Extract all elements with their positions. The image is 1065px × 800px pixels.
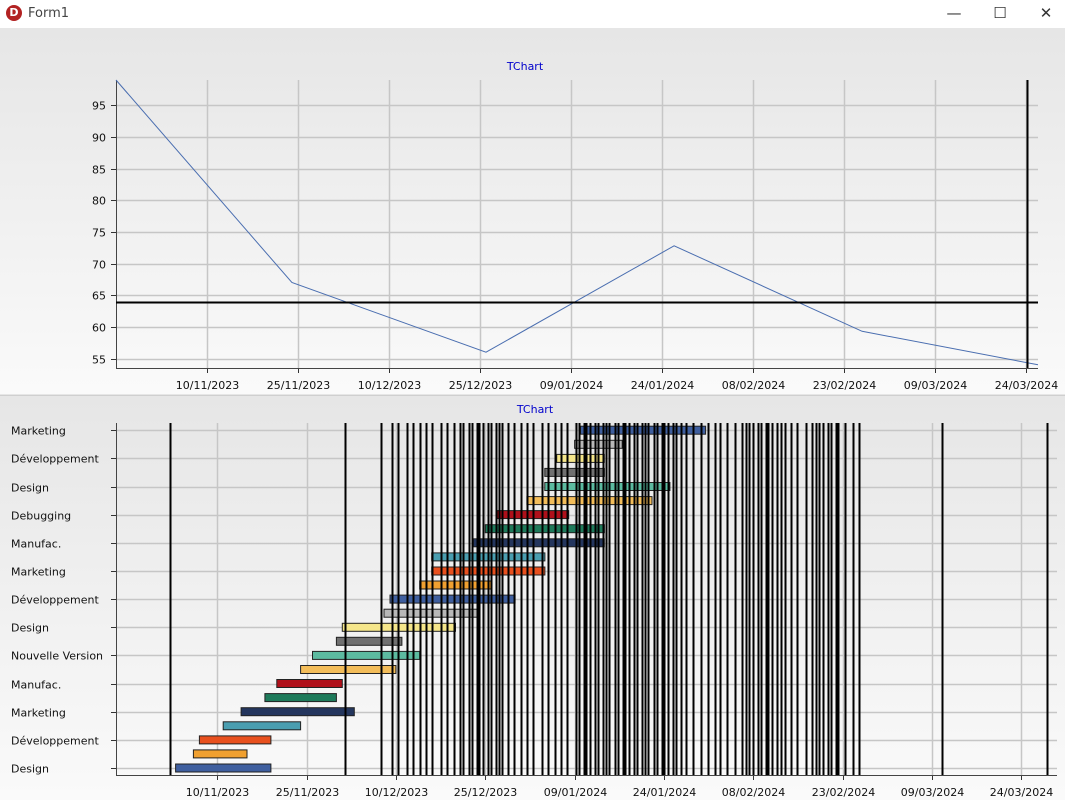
gantt-chart-axes: [111, 423, 1057, 780]
gantt-bar-7: [300, 665, 397, 674]
gantt-chart-ylabel-0: Design: [11, 763, 49, 776]
gantt-bar-0: [175, 763, 272, 773]
line-chart-ytick-label-6: 85: [92, 164, 106, 177]
line-chart-xtick-label-3: 25/12/2023: [449, 379, 512, 392]
line-chart-y-ticks: 55 60 65 70 75 80 85 90 95: [92, 100, 106, 367]
gantt-chart-ylabel-12: Marketing: [11, 425, 66, 438]
gantt-bar-5: [264, 693, 337, 703]
gantt-chart-xtick-label-8: 09/03/2024: [901, 786, 964, 799]
window-title: Form1: [28, 6, 70, 21]
gantt-chart-xtick-label-6: 08/02/2024: [722, 786, 785, 799]
gantt-bar-8: [312, 650, 421, 660]
window-titlebar: D Form1 — ☐ ✕: [0, 0, 1065, 28]
gantt-chart-ylabel-2: Marketing: [11, 707, 66, 720]
gantt-chart-ylabel-3: Manufac.: [11, 679, 61, 692]
line-chart-crosshair: [116, 80, 1038, 368]
gantt-chart-xtick-label-3: 25/12/2023: [454, 786, 517, 799]
line-chart-ytick-label-0: 55: [92, 354, 106, 367]
gantt-chart-ylabel-4: Nouvelle Version: [11, 650, 103, 663]
line-chart-ytick-label-7: 90: [92, 132, 106, 145]
line-chart-ytick-label-4: 75: [92, 227, 106, 240]
line-chart-xtick-label-7: 23/02/2024: [813, 379, 876, 392]
gantt-bar-9: [335, 636, 403, 646]
line-chart[interactable]: TChart 55 60 65 70 75 80 85 90 95 10/11/2023 25/1…: [0, 28, 1065, 394]
gantt-chart-ylabel-5: Design: [11, 622, 49, 635]
line-chart-series: [115, 79, 1039, 366]
gantt-chart-cursor-lines: [169, 423, 1049, 775]
gantt-chart-ylabel-10: Design: [11, 482, 49, 495]
gantt-bar-6: [276, 679, 343, 688]
line-chart-title: TChart: [506, 60, 544, 73]
gantt-bar-19: [526, 496, 653, 506]
line-chart-grid: [116, 80, 1038, 368]
gantt-bar-4: [240, 707, 355, 717]
gantt-chart-xtick-label-9: 24/03/2024: [990, 786, 1053, 799]
gantt-chart-xtick-label-7: 23/02/2024: [812, 786, 875, 799]
line-chart-xtick-label-0: 10/11/2023: [176, 379, 239, 392]
gantt-bar-3: [222, 721, 302, 731]
gantt-chart[interactable]: TChart Design Développement Marketing Manuf…: [0, 394, 1065, 800]
line-chart-xtick-label-5: 24/01/2024: [631, 379, 694, 392]
line-chart-xtick-label-2: 10/12/2023: [358, 379, 421, 392]
gantt-chart-ylabel-11: Développement: [11, 453, 99, 466]
gantt-bar-2: [198, 735, 272, 745]
gantt-bar-1: [192, 749, 248, 759]
line-chart-ytick-label-1: 60: [92, 322, 106, 335]
gantt-chart-ylabel-6: Développement: [11, 594, 99, 607]
line-chart-xtick-label-6: 08/02/2024: [722, 379, 785, 392]
line-chart-ytick-label-2: 65: [92, 290, 106, 303]
gantt-chart-ylabel-1: Développement: [11, 735, 99, 748]
minimize-icon[interactable]: —: [946, 4, 962, 22]
line-chart-xtick-label-9: 24/03/2024: [995, 379, 1058, 392]
line-chart-background: [0, 28, 1065, 394]
line-chart-xtick-label-1: 25/11/2023: [267, 379, 330, 392]
gantt-chart-xtick-label-5: 24/01/2024: [633, 786, 696, 799]
line-chart-ytick-label-5: 80: [92, 195, 106, 208]
line-chart-ytick-label-3: 70: [92, 259, 106, 272]
gantt-chart-xtick-label-1: 25/11/2023: [276, 786, 339, 799]
gantt-chart-ylabel-7: Marketing: [11, 566, 66, 579]
delphi-app-icon: D: [6, 5, 22, 21]
gantt-chart-y-labels: Design Développement Marketing Manufac. Nouv…: [11, 425, 103, 776]
gantt-chart-title: TChart: [516, 403, 554, 416]
gantt-chart-xtick-label-2: 10/12/2023: [365, 786, 428, 799]
gantt-chart-x-ticks: 10/11/2023 25/11/2023 10/12/2023 25/12/2023…: [186, 786, 1053, 799]
line-chart-xtick-label-4: 09/01/2024: [540, 379, 603, 392]
gantt-chart-xtick-label-4: 09/01/2024: [544, 786, 607, 799]
gantt-chart-xtick-label-0: 10/11/2023: [186, 786, 249, 799]
maximize-icon[interactable]: ☐: [993, 4, 1007, 22]
line-chart-series-0: [115, 79, 1039, 366]
close-icon[interactable]: ✕: [1039, 4, 1053, 22]
line-chart-axes: [111, 80, 1038, 373]
line-chart-ytick-label-8: 95: [92, 100, 106, 113]
gantt-chart-ylabel-9: Debugging: [11, 510, 71, 523]
line-chart-x-ticks: 10/11/2023 25/11/2023 10/12/2023 25/12/2023…: [176, 379, 1058, 392]
line-chart-xtick-label-8: 09/03/2024: [904, 379, 967, 392]
gantt-chart-ylabel-8: Manufac.: [11, 538, 61, 551]
